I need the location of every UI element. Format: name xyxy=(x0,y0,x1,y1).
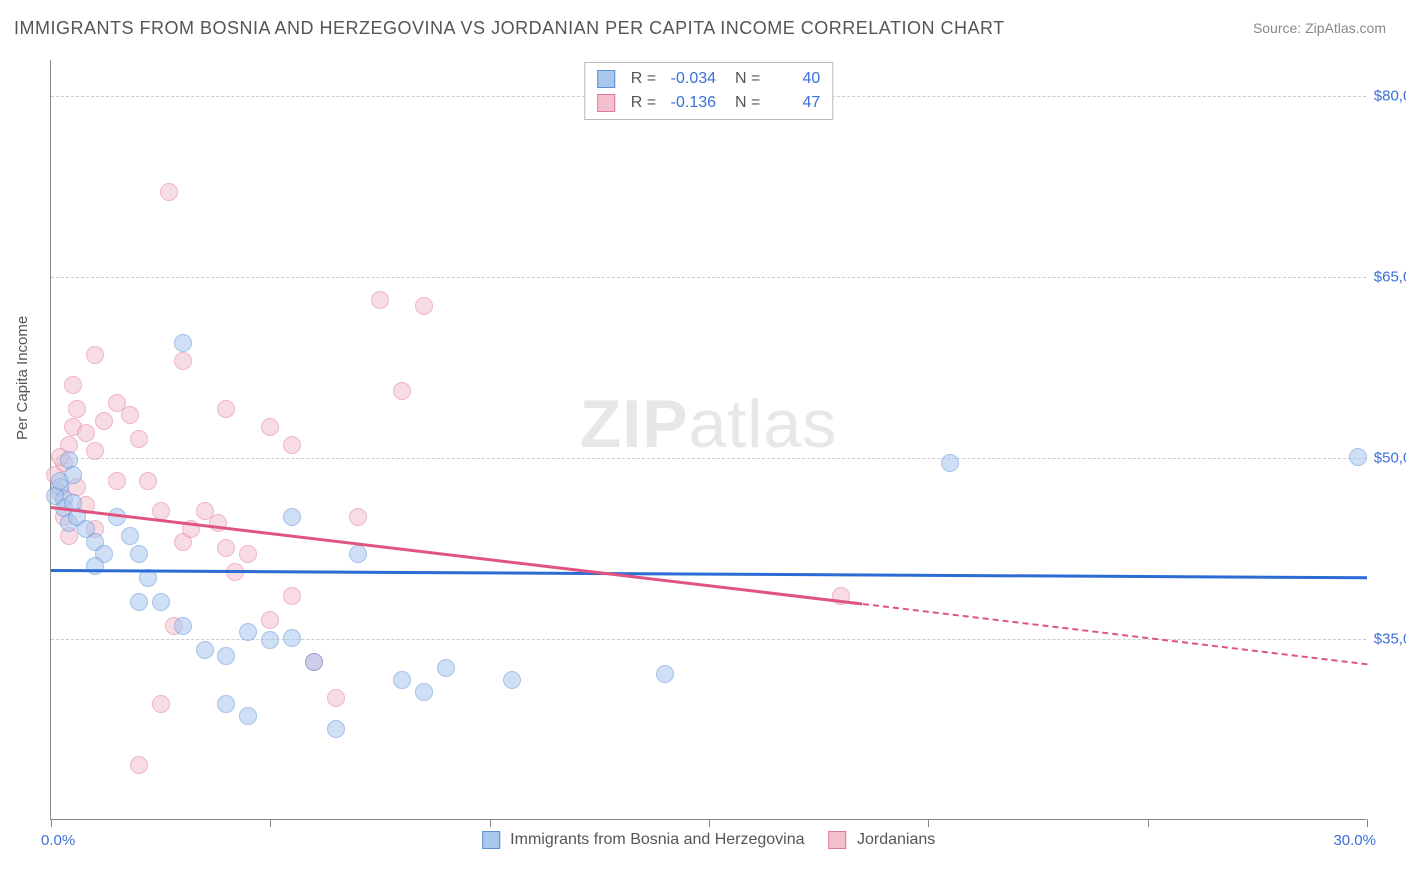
scatter-point xyxy=(217,695,235,713)
scatter-point xyxy=(95,412,113,430)
scatter-point xyxy=(393,671,411,689)
source-attribution: Source: ZipAtlas.com xyxy=(1253,20,1386,36)
scatter-point xyxy=(261,418,279,436)
y-tick-label: $50,000 xyxy=(1373,450,1406,467)
legend-swatch-icon xyxy=(597,70,615,88)
legend-row: R = -0.136 N = 47 xyxy=(597,91,821,115)
x-tick xyxy=(928,819,929,827)
r-value: -0.034 xyxy=(666,67,716,91)
scatter-point xyxy=(121,527,139,545)
legend-label: Immigrants from Bosnia and Herzegovina xyxy=(510,831,804,848)
scatter-point xyxy=(130,593,148,611)
n-value: 40 xyxy=(770,67,820,91)
scatter-point xyxy=(283,587,301,605)
scatter-point xyxy=(121,406,139,424)
scatter-point xyxy=(217,647,235,665)
x-tick xyxy=(1367,819,1368,827)
n-value: 47 xyxy=(770,91,820,115)
scatter-point xyxy=(415,297,433,315)
scatter-point xyxy=(239,623,257,641)
scatter-point xyxy=(283,629,301,647)
scatter-point xyxy=(656,665,674,683)
legend-item: Jordanians xyxy=(829,831,936,849)
n-label: N = xyxy=(726,91,760,115)
scatter-point xyxy=(327,720,345,738)
scatter-point xyxy=(68,400,86,418)
x-axis-max-label: 30.0% xyxy=(1333,832,1376,849)
scatter-point xyxy=(503,671,521,689)
scatter-point xyxy=(130,756,148,774)
scatter-point xyxy=(941,454,959,472)
scatter-point xyxy=(349,508,367,526)
series-legend: Immigrants from Bosnia and Herzegovina J… xyxy=(482,831,936,849)
scatter-point xyxy=(1349,448,1367,466)
gridline xyxy=(51,277,1366,278)
scatter-point xyxy=(371,291,389,309)
y-axis-label: Per Capita Income xyxy=(14,316,31,440)
scatter-point xyxy=(152,695,170,713)
y-tick-label: $65,000 xyxy=(1373,269,1406,286)
r-value: -0.136 xyxy=(666,91,716,115)
chart-plot-area: ZIPatlas R = -0.034 N = 40 R = -0.136 N … xyxy=(50,60,1366,820)
trend-line xyxy=(51,569,1367,579)
scatter-point xyxy=(86,442,104,460)
scatter-point xyxy=(217,400,235,418)
x-tick xyxy=(51,819,52,827)
scatter-point xyxy=(77,424,95,442)
legend-swatch-icon xyxy=(482,831,500,849)
legend-row: R = -0.034 N = 40 xyxy=(597,67,821,91)
scatter-point xyxy=(174,352,192,370)
scatter-point xyxy=(196,641,214,659)
x-tick xyxy=(1148,819,1149,827)
scatter-point xyxy=(139,472,157,490)
scatter-point xyxy=(64,466,82,484)
scatter-point xyxy=(209,514,227,532)
legend-label: Jordanians xyxy=(857,831,935,848)
scatter-point xyxy=(393,382,411,400)
n-label: N = xyxy=(726,67,760,91)
scatter-point xyxy=(283,508,301,526)
x-tick xyxy=(270,819,271,827)
scatter-point xyxy=(261,611,279,629)
scatter-point xyxy=(86,346,104,364)
scatter-point xyxy=(64,376,82,394)
scatter-point xyxy=(239,545,257,563)
scatter-point xyxy=(349,545,367,563)
x-tick xyxy=(490,819,491,827)
r-label: R = xyxy=(631,67,656,91)
scatter-point xyxy=(152,593,170,611)
scatter-point xyxy=(239,707,257,725)
trend-line xyxy=(51,506,863,605)
scatter-point xyxy=(327,689,345,707)
trend-line-extrapolated xyxy=(862,603,1367,665)
scatter-point xyxy=(261,631,279,649)
scatter-point xyxy=(130,545,148,563)
r-label: R = xyxy=(631,91,656,115)
correlation-legend: R = -0.034 N = 40 R = -0.136 N = 47 xyxy=(584,62,834,120)
legend-swatch-icon xyxy=(597,94,615,112)
scatter-point xyxy=(415,683,433,701)
x-tick xyxy=(709,819,710,827)
scatter-point xyxy=(174,617,192,635)
scatter-point xyxy=(437,659,455,677)
scatter-point xyxy=(305,653,323,671)
gridline xyxy=(51,458,1366,459)
legend-swatch-icon xyxy=(829,831,847,849)
scatter-point xyxy=(174,334,192,352)
y-tick-label: $80,000 xyxy=(1373,88,1406,105)
scatter-point xyxy=(217,539,235,557)
scatter-point xyxy=(108,472,126,490)
scatter-point xyxy=(283,436,301,454)
scatter-point xyxy=(130,430,148,448)
chart-title: IMMIGRANTS FROM BOSNIA AND HERZEGOVINA V… xyxy=(14,18,1005,39)
watermark: ZIPatlas xyxy=(580,385,837,463)
y-tick-label: $35,000 xyxy=(1373,631,1406,648)
x-axis-min-label: 0.0% xyxy=(41,832,75,849)
scatter-point xyxy=(160,183,178,201)
legend-item: Immigrants from Bosnia and Herzegovina xyxy=(482,831,805,849)
